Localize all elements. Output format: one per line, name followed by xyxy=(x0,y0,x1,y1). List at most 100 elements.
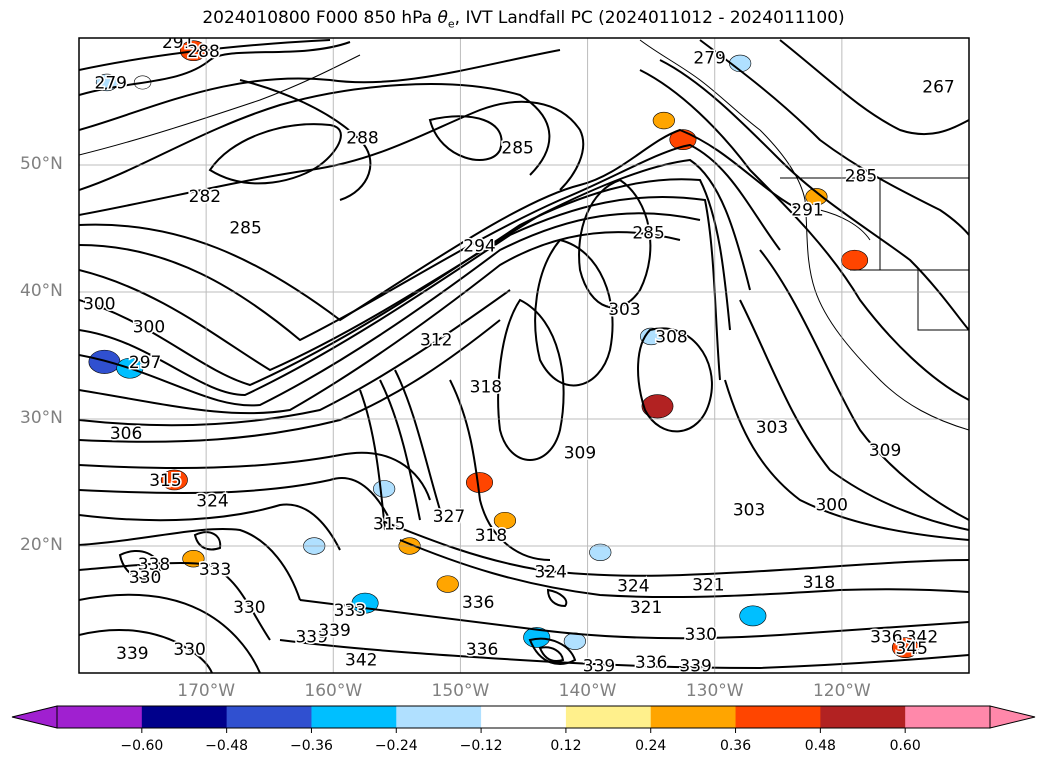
contour-label: 333 xyxy=(199,560,231,580)
contour-label: 330 xyxy=(685,625,717,645)
colorbar-segment xyxy=(141,706,228,728)
map-title: 2024010800 F000 850 hPa θe, IVT Landfall… xyxy=(202,8,845,31)
shading-patch xyxy=(891,637,919,658)
shading-patch xyxy=(493,511,517,530)
contour-label: 279 xyxy=(95,74,127,94)
longitude-label: 150°W xyxy=(431,681,490,701)
contour-line xyxy=(79,477,391,521)
contour-label: 309 xyxy=(564,443,596,463)
contour-label: 291 xyxy=(791,201,823,221)
shading-patch xyxy=(841,249,869,271)
colorbar-tick-label: −0.36 xyxy=(290,738,333,754)
colorbar-segment xyxy=(57,706,143,728)
colorbar-extend-max xyxy=(989,705,1036,729)
contour-line xyxy=(79,503,341,551)
coastline-path xyxy=(639,39,969,431)
colorbar-segment xyxy=(905,706,991,728)
shading-patch xyxy=(88,349,121,374)
coastline xyxy=(79,39,969,431)
contour-label: 339 xyxy=(116,644,148,664)
contour-label: 336 xyxy=(466,640,498,660)
contour-line xyxy=(779,39,969,136)
contour-line xyxy=(79,561,271,641)
longitude-label: 140°W xyxy=(558,681,617,701)
latitude-label: 20°N xyxy=(20,535,63,555)
contour-label: 330 xyxy=(173,640,205,660)
contour-label: 339 xyxy=(679,657,711,677)
map-content: 2912882792792672882852822852852912942853… xyxy=(79,38,969,677)
contour-line xyxy=(239,79,372,201)
longitude-label: 130°W xyxy=(685,681,744,701)
colorbar-segment xyxy=(481,706,567,728)
contour-line xyxy=(724,379,969,541)
contour-line xyxy=(79,528,301,601)
colorbar-tick-label: −0.48 xyxy=(205,738,249,754)
contour-line xyxy=(759,249,969,521)
contour-label: 345 xyxy=(896,639,928,659)
contour-label: 288 xyxy=(346,128,378,148)
contour-label: 339 xyxy=(583,657,615,677)
colorbar-tick-label: 0.24 xyxy=(635,738,667,754)
latitude-label: 50°N xyxy=(20,154,63,174)
contour-label: 285 xyxy=(845,166,877,186)
contour-label: 338 xyxy=(138,555,170,575)
colorbar-segment xyxy=(565,706,652,728)
contour-label: 300 xyxy=(83,295,115,315)
colorbar-tick-label: −0.60 xyxy=(120,738,164,754)
colorbar-tick-label: 0.48 xyxy=(804,738,836,754)
contour-label: 285 xyxy=(229,219,261,239)
theta-e-contours xyxy=(79,39,969,673)
contour-label: 267 xyxy=(922,78,954,98)
contour-line xyxy=(79,212,701,407)
contour-label: 342 xyxy=(345,650,377,670)
contour-line xyxy=(428,115,503,161)
colorbar-tick-label: −0.12 xyxy=(459,738,503,754)
contour-line xyxy=(699,39,969,236)
colorbar-segment xyxy=(650,706,737,728)
contour-line xyxy=(578,178,652,309)
contour-label: 321 xyxy=(692,575,724,595)
contour-label: 330 xyxy=(129,568,161,588)
shading-patch xyxy=(589,543,612,562)
colorbar-segment xyxy=(311,706,397,728)
contour-line xyxy=(359,389,386,531)
colorbar-extend-min xyxy=(11,705,58,729)
contour-label: 315 xyxy=(149,471,181,491)
contour-label: 318 xyxy=(470,377,502,397)
contour-line xyxy=(528,637,577,665)
contour-line xyxy=(79,143,781,342)
colorbar-tick-label: 0.60 xyxy=(889,738,921,754)
contour-line xyxy=(79,195,721,397)
contour-label: 336 xyxy=(635,653,667,673)
colorbar-segment xyxy=(735,706,821,728)
border-path xyxy=(850,269,969,331)
contour-line xyxy=(208,123,342,185)
colorbar-frame xyxy=(56,705,991,729)
contour-label: 294 xyxy=(463,236,495,256)
colorbar-tick-label: 0.36 xyxy=(719,738,752,754)
contour-label: 324 xyxy=(534,563,566,583)
contour-label: 279 xyxy=(693,48,725,68)
coastline-path xyxy=(79,54,361,156)
contour-line xyxy=(79,41,351,96)
contour-line xyxy=(659,59,969,331)
contour-line xyxy=(79,289,511,427)
contour-label: 303 xyxy=(608,300,640,320)
contour-label: 285 xyxy=(632,224,664,244)
contour-line xyxy=(449,379,551,561)
contour-label: 336 xyxy=(462,593,494,613)
contour-label: 339 xyxy=(295,627,327,647)
latitude-label: 30°N xyxy=(20,408,63,428)
colorbar-segment xyxy=(820,706,906,728)
longitude-label: 170°W xyxy=(177,681,236,701)
contour-label: 303 xyxy=(756,418,788,438)
contour-label: 300 xyxy=(815,495,847,515)
contour-label: 327 xyxy=(433,507,465,527)
contour-line xyxy=(497,298,565,461)
contour-line xyxy=(546,588,568,608)
contour-line xyxy=(379,519,969,577)
contour-line xyxy=(79,100,585,216)
contour-label: 297 xyxy=(129,353,161,373)
contour-label: 318 xyxy=(475,526,507,546)
contour-label: 321 xyxy=(630,598,662,618)
